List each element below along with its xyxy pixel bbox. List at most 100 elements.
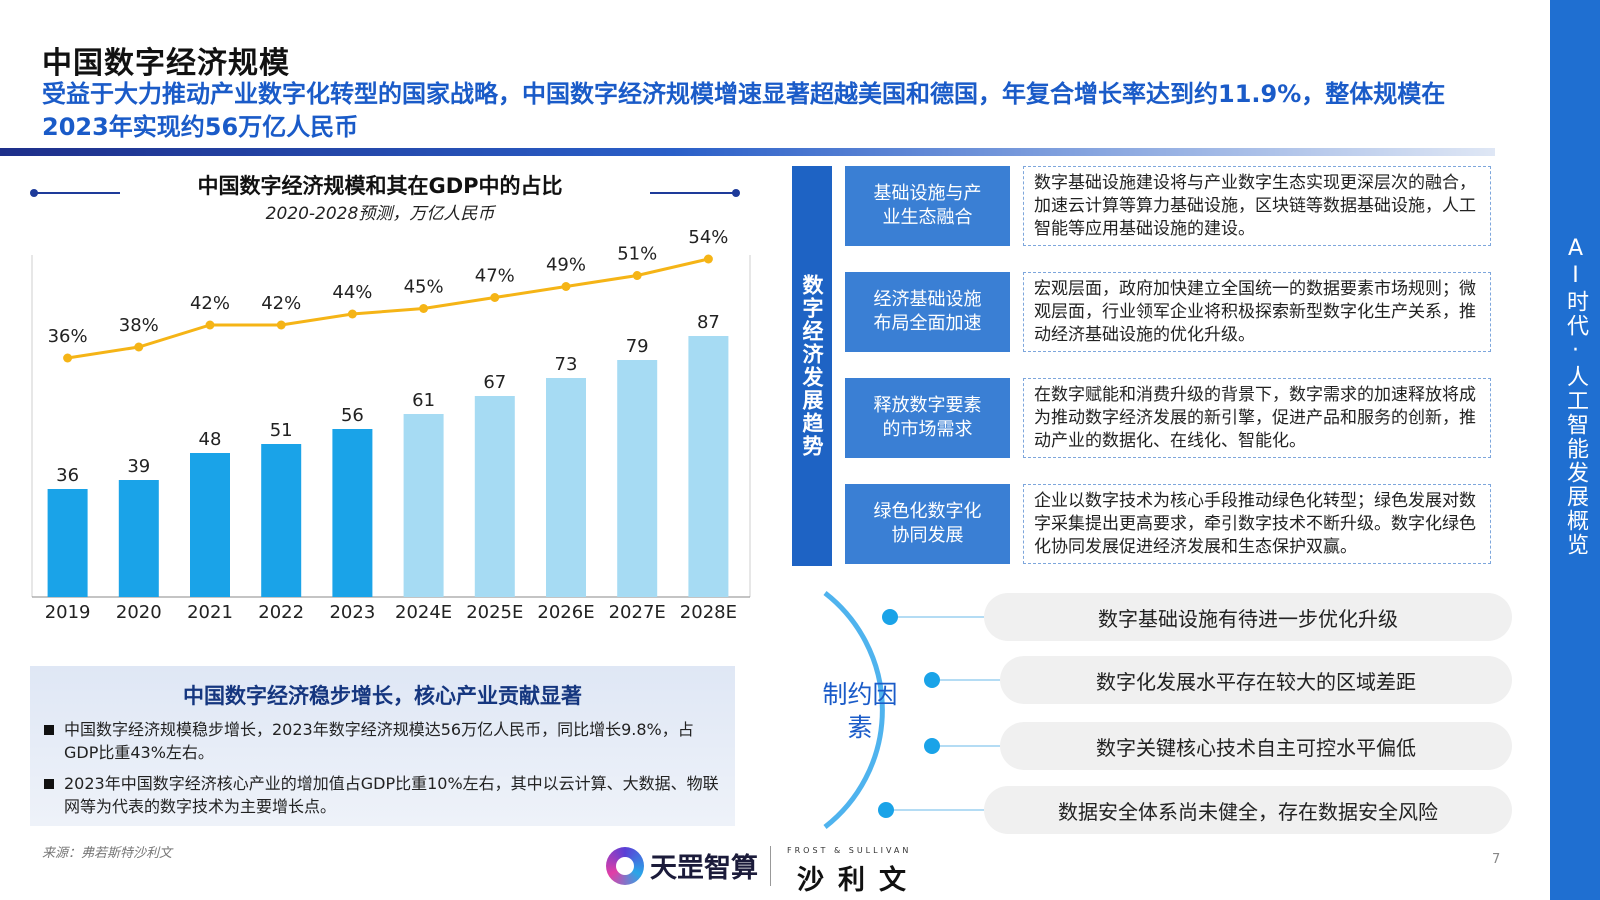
trend-label: 基础设施与产业生态融合 bbox=[845, 166, 1010, 246]
partner-name-small: FROST & SULLIVAN bbox=[787, 846, 912, 855]
bar-data-label: 51 bbox=[270, 420, 293, 441]
summary-list: 中国数字经济规模稳步增长，2023年数字经济规模达56万亿人民币，同比增长9.8… bbox=[44, 718, 724, 826]
logo-mark-icon bbox=[606, 846, 644, 885]
bar-data-label: 36 bbox=[56, 465, 79, 486]
line-data-label: 42% bbox=[190, 293, 230, 314]
trend-label: 绿色化数字化协同发展 bbox=[845, 484, 1010, 564]
x-tick-label: 2027E bbox=[609, 602, 666, 623]
bar-data-label: 39 bbox=[127, 456, 150, 477]
bar bbox=[332, 429, 373, 597]
line-point bbox=[703, 254, 713, 264]
x-tick-label: 2022 bbox=[258, 602, 304, 623]
chart-title-decoration-left bbox=[30, 189, 120, 197]
trend-description: 企业以数字技术为核心手段推动绿色化转型；绿色发展对数字采集提出更高要求，牵引数字… bbox=[1023, 484, 1491, 564]
trend-heading: 数字经济发展趋势 bbox=[800, 274, 824, 458]
line-point bbox=[63, 353, 73, 363]
bar bbox=[190, 453, 230, 597]
bar-data-label: 56 bbox=[341, 405, 364, 426]
chart-subtitle: 2020-2028预测，万亿人民币 bbox=[265, 204, 495, 224]
x-tick-label: 2020 bbox=[116, 602, 162, 623]
logo-text: 天罡智算 bbox=[650, 853, 758, 884]
page-subtitle: 受益于大力推动产业数字化转型的国家战略，中国数字经济规模增速显著超越美国和德国，… bbox=[42, 80, 1446, 141]
partner-name: 沙利文 bbox=[797, 865, 920, 896]
line-point bbox=[276, 320, 286, 330]
line-point bbox=[205, 320, 215, 330]
line-point bbox=[490, 293, 500, 302]
trend-description: 在数字赋能和消费升级的背景下，数字需求的加速释放将成为推动数字经济发展的新引擎，… bbox=[1023, 378, 1491, 458]
summary-item-text: 2023年中国数字经济核心产业的增加值占GDP比重10%左右，其中以云计算、大数… bbox=[64, 774, 719, 816]
bar-data-label: 87 bbox=[697, 312, 720, 333]
line-data-label: 44% bbox=[332, 282, 372, 303]
constraint-pill: 数字化发展水平存在较大的区域差距 bbox=[1000, 656, 1512, 704]
bar-data-label: 48 bbox=[199, 429, 222, 450]
page-title: 中国数字经济规模 bbox=[42, 46, 290, 81]
trend-label-text: 释放数字要素的市场需求 bbox=[873, 395, 982, 440]
arc-node-icon bbox=[924, 738, 940, 754]
bar-data-label: 67 bbox=[483, 372, 506, 393]
x-tick-label: 2028E bbox=[680, 602, 737, 623]
bar bbox=[403, 414, 444, 597]
trend-description: 宏观层面，政府加快建立全国统一的数据要素市场规则；微观层面，行业领军企业将积极探… bbox=[1023, 272, 1491, 352]
x-tick-label: 2021 bbox=[187, 602, 233, 623]
line-data-label: 36% bbox=[48, 326, 88, 347]
x-tick-label: 2023 bbox=[329, 602, 375, 623]
header-divider bbox=[0, 148, 1495, 156]
line-data-label: 42% bbox=[261, 293, 301, 314]
bar-data-label: 79 bbox=[626, 336, 649, 357]
line-data-label: 49% bbox=[546, 255, 586, 276]
arc-node-icon bbox=[924, 672, 940, 688]
chart: 36 2019 39 2020 48 2021 51 2022 56 2023 61 2024E 67 2… bbox=[31, 227, 751, 623]
arc-node-icon bbox=[878, 802, 894, 818]
trend-label-text: 基础设施与产业生态融合 bbox=[873, 183, 982, 228]
side-bar-text: AI时代·人工智能发展概览 bbox=[1563, 235, 1588, 557]
trend-description: 数字基础设施建设将与产业数字生态实现更深层次的融合，加速云计算等算力基础设施，区… bbox=[1023, 166, 1491, 246]
line-point bbox=[632, 271, 642, 280]
footer-logo: 天罡智算 bbox=[606, 846, 758, 885]
constraints-arc bbox=[823, 591, 1000, 829]
line-data-label: 51% bbox=[617, 244, 657, 265]
bar bbox=[546, 378, 586, 597]
arc-line bbox=[823, 591, 885, 829]
constraint-pill: 数字关键核心技术自主可控水平偏低 bbox=[1000, 722, 1512, 770]
bar bbox=[474, 396, 515, 597]
trend-label-text: 经济基础设施布局全面加速 bbox=[873, 289, 982, 334]
bar-data-label: 61 bbox=[412, 390, 435, 411]
constraint-pill: 数据安全体系尚未健全，存在数据安全风险 bbox=[984, 786, 1512, 834]
square-bullet-icon bbox=[44, 725, 54, 735]
summary-title: 中国数字经济稳步增长，核心产业贡献显著 bbox=[183, 684, 582, 708]
trend-label: 经济基础设施布局全面加速 bbox=[845, 272, 1010, 352]
trend-label-text: 绿色化数字化协同发展 bbox=[873, 501, 982, 546]
bar bbox=[47, 489, 88, 597]
bar bbox=[617, 360, 658, 597]
x-tick-label: 2019 bbox=[45, 602, 91, 623]
line-point bbox=[561, 282, 571, 291]
x-tick-label: 2024E bbox=[395, 602, 452, 623]
line-point bbox=[347, 309, 357, 319]
bar-data-label: 73 bbox=[555, 354, 578, 375]
constraint-pill: 数字基础设施有待进一步优化升级 bbox=[984, 593, 1512, 641]
side-bar: AI时代·人工智能发展概览 bbox=[1550, 0, 1600, 900]
page-number: 7 bbox=[1492, 852, 1501, 867]
trend-label: 释放数字要素的市场需求 bbox=[845, 378, 1010, 458]
line-point bbox=[134, 342, 144, 352]
bar bbox=[688, 336, 729, 597]
chart-title-decoration-right bbox=[650, 189, 740, 197]
bar bbox=[118, 480, 159, 597]
summary-box: 中国数字经济稳步增长，核心产业贡献显著 中国数字经济规模稳步增长，2023年数字… bbox=[30, 666, 735, 826]
x-tick-label: 2025E bbox=[466, 602, 523, 623]
line-data-label: 47% bbox=[475, 266, 515, 287]
square-bullet-icon bbox=[44, 779, 54, 789]
footer-divider bbox=[770, 846, 771, 886]
line-data-label: 54% bbox=[688, 227, 728, 248]
summary-item-text: 中国数字经济规模稳步增长，2023年数字经济规模达56万亿人民币，同比增长9.8… bbox=[64, 720, 694, 762]
list-item: 2023年中国数字经济核心产业的增加值占GDP比重10%左右，其中以云计算、大数… bbox=[44, 772, 724, 818]
line-data-label: 38% bbox=[119, 315, 159, 336]
x-tick-label: 2026E bbox=[537, 602, 594, 623]
chart-title: 中国数字经济规模和其在GDP中的占比 bbox=[197, 174, 563, 198]
list-item: 中国数字经济规模稳步增长，2023年数字经济规模达56万亿人民币，同比增长9.8… bbox=[44, 718, 724, 764]
line-data-label: 45% bbox=[404, 277, 444, 298]
trend-band: 数字经济发展趋势 bbox=[792, 166, 832, 566]
line-point bbox=[419, 304, 429, 313]
gdp-share-line bbox=[67, 257, 709, 360]
bar bbox=[261, 444, 302, 597]
